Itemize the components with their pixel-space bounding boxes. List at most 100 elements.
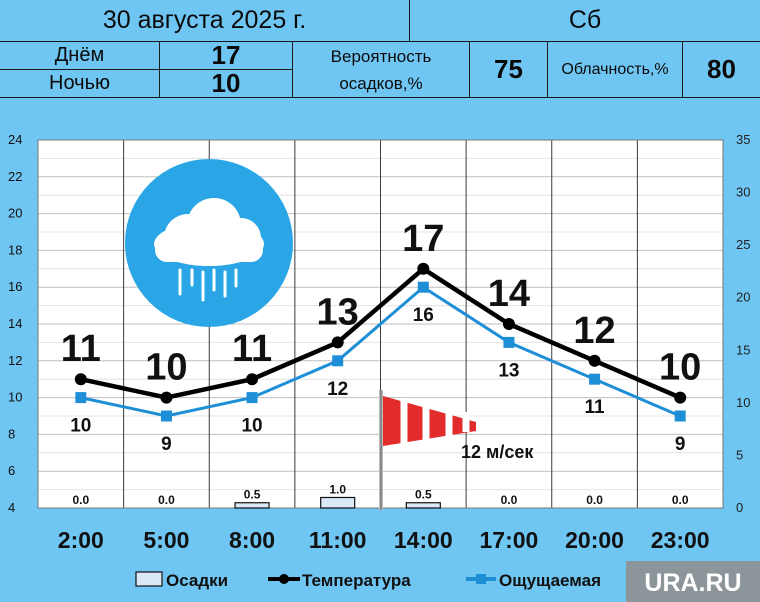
date-cell: 30 августа 2025 г. <box>0 0 410 42</box>
temperature-label: 11 <box>61 328 101 370</box>
feels-like-label: 9 <box>161 434 172 455</box>
legend-item-temperature: Температура <box>268 571 411 590</box>
x-tick-label: 11:00 <box>309 527 367 553</box>
precip-value-label: 0.5 <box>244 488 261 502</box>
precip-bar <box>320 496 356 509</box>
watermark: URA.RU <box>626 561 760 602</box>
x-tick-label: 5:00 <box>143 527 189 553</box>
temperature-point <box>331 336 344 349</box>
precip-value-label: 0.0 <box>586 493 603 507</box>
y-right-tick-label: 15 <box>736 342 750 357</box>
feels-like-point <box>674 410 686 422</box>
cloud-value: 80 <box>683 42 760 98</box>
temperature-label: 10 <box>145 347 187 389</box>
x-tick-label: 8:00 <box>229 527 275 553</box>
legend-label-feels-like: Ощущаемая <box>499 571 601 590</box>
precip-value-label: 0.5 <box>415 488 432 502</box>
legend-item-precip: Осадки <box>135 571 228 590</box>
wind-speed-label: 12 м/сек <box>461 442 534 462</box>
y-right-tick-label: 35 <box>736 132 750 147</box>
precip-value: 75 <box>470 42 548 98</box>
temperature-line <box>80 265 682 400</box>
y-right-tick-label: 0 <box>736 500 743 515</box>
legend: Осадки Температура Ощущаемая <box>135 571 601 590</box>
y-left-tick-label: 22 <box>8 169 22 184</box>
temperature-label: 11 <box>232 328 272 370</box>
y-left-tick-label: 4 <box>8 500 15 515</box>
y-left-tick-label: 16 <box>8 279 22 294</box>
day-label: Днём <box>0 42 160 70</box>
x-tick-label: 20:00 <box>565 527 624 553</box>
x-tick-label: 14:00 <box>394 527 453 553</box>
y-left-tick-label: 14 <box>8 316 22 331</box>
temperature-point <box>160 391 173 404</box>
precip-bar <box>405 502 441 509</box>
legend-label-temperature: Температура <box>302 571 411 590</box>
precip-value-label: 0.0 <box>72 493 89 507</box>
precip-value-label: 1.0 <box>329 482 346 496</box>
legend-item-feels-like: Ощущаемая <box>466 571 601 590</box>
data-labels: 11 10 11 13 17 14 12 10 10 9 10 12 16 13 11 9 <box>61 218 702 455</box>
temperature-label: 13 <box>317 291 359 333</box>
feels-like-point <box>503 336 515 348</box>
x-tick-label: 23:00 <box>651 527 710 553</box>
y-left-tick-label: 10 <box>8 390 22 405</box>
temperature-point <box>502 318 515 330</box>
y-right-tick-label: 5 <box>736 447 743 462</box>
precip-value-label: 0.0 <box>158 493 175 507</box>
x-tick-label: 17:00 <box>480 527 539 553</box>
temperature-label: 14 <box>488 273 530 315</box>
feels-like-line <box>80 285 681 418</box>
legend-label-precip: Осадки <box>166 571 228 590</box>
precip-value-label: 0.0 <box>672 493 689 507</box>
temperature-point <box>74 373 87 386</box>
temperature-point <box>588 354 601 367</box>
y-left-tick-label: 18 <box>8 242 22 257</box>
feels-like-point <box>332 355 344 367</box>
feels-like-label: 9 <box>675 434 686 455</box>
y-axis-left: 4 6 8 10 12 14 16 18 20 22 24 <box>8 132 22 515</box>
feels-like-label: 13 <box>498 360 519 381</box>
series-lines <box>74 262 687 422</box>
y-axis-right: 0 5 10 15 20 25 30 35 <box>736 132 750 515</box>
y-right-tick-label: 25 <box>736 237 750 252</box>
feels-like-label: 12 <box>327 379 348 400</box>
y-left-tick-label: 12 <box>8 353 22 368</box>
feels-like-label: 11 <box>585 397 606 418</box>
feels-like-point <box>589 373 601 385</box>
feels-like-point <box>75 392 87 404</box>
feels-like-point <box>246 392 258 404</box>
windsock-icon <box>379 390 476 510</box>
night-label: Ночью <box>0 70 160 98</box>
feels-like-point <box>417 281 429 293</box>
y-left-tick-label: 6 <box>8 463 15 478</box>
temperature-label: 12 <box>573 310 615 352</box>
rain-cloud-icon <box>125 159 293 327</box>
y-left-tick-label: 24 <box>8 132 22 147</box>
x-tick-label: 2:00 <box>58 527 104 553</box>
header-table: 30 августа 2025 г. Сб Днём 17 Ночью 10 В… <box>0 0 760 98</box>
y-right-tick-label: 20 <box>736 290 750 305</box>
weekday-cell: Сб <box>410 0 760 42</box>
precip-bars: 0.0 0.0 0.5 1.0 0.5 0.0 0.0 0.0 <box>72 482 689 509</box>
precip-label: Вероятность осадков,% <box>293 42 470 98</box>
feels-like-label: 10 <box>241 416 262 437</box>
temperature-label: 17 <box>402 218 444 260</box>
feels-like-point <box>160 410 172 422</box>
temperature-label: 10 <box>659 347 701 389</box>
day-value: 17 <box>160 40 293 70</box>
y-right-tick-label: 30 <box>736 185 750 200</box>
precip-label-line2: осадков,% <box>339 73 423 93</box>
watermark-text: URA.RU <box>644 569 741 597</box>
feels-like-label: 16 <box>413 305 434 326</box>
temperature-point <box>246 373 259 386</box>
precip-value-label: 0.0 <box>501 493 518 507</box>
temperature-point <box>417 262 430 275</box>
cloud-label: Облачность,% <box>548 42 683 98</box>
y-right-tick-label: 10 <box>736 395 750 410</box>
precip-bar <box>234 502 270 509</box>
x-axis: 2:00 5:00 8:00 11:00 14:00 17:00 20:00 23:00 <box>58 527 710 553</box>
night-value: 10 <box>160 68 293 98</box>
